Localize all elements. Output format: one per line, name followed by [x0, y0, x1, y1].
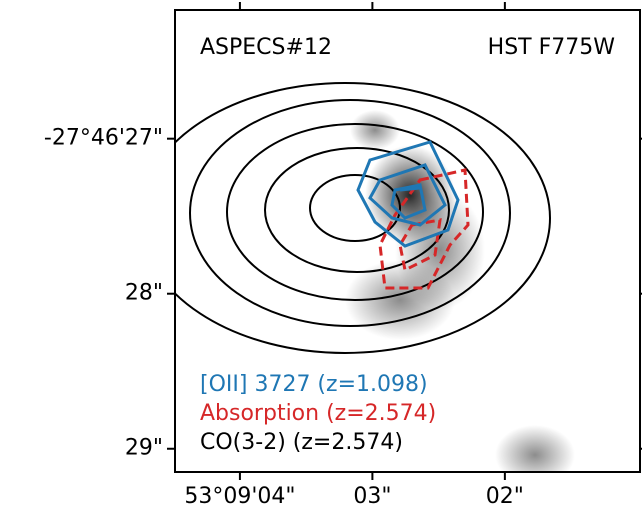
- x-tick-label: 02": [486, 484, 524, 509]
- absorption-contours: [378, 168, 470, 290]
- oii-contours: [356, 140, 460, 248]
- frame: [174, 9, 641, 473]
- legend-entry: CO(3-2) (z=2.574): [200, 430, 403, 455]
- legend-entry: [OII] 3727 (z=1.098): [200, 372, 428, 397]
- legend-entry: Absorption (z=2.574): [200, 401, 436, 426]
- y-tick-label: 28": [125, 281, 163, 306]
- annotation: ASPECS#12: [200, 35, 332, 60]
- y-tick-label: -27°46'27": [44, 126, 163, 151]
- image: [175, 82, 575, 472]
- y-tick-label: 29": [125, 436, 163, 461]
- annotation: HST F775W: [488, 35, 616, 60]
- x-tick-label: 03": [353, 484, 391, 509]
- co-contours: [175, 82, 551, 354]
- x-tick-label: 53°09'04": [184, 484, 295, 509]
